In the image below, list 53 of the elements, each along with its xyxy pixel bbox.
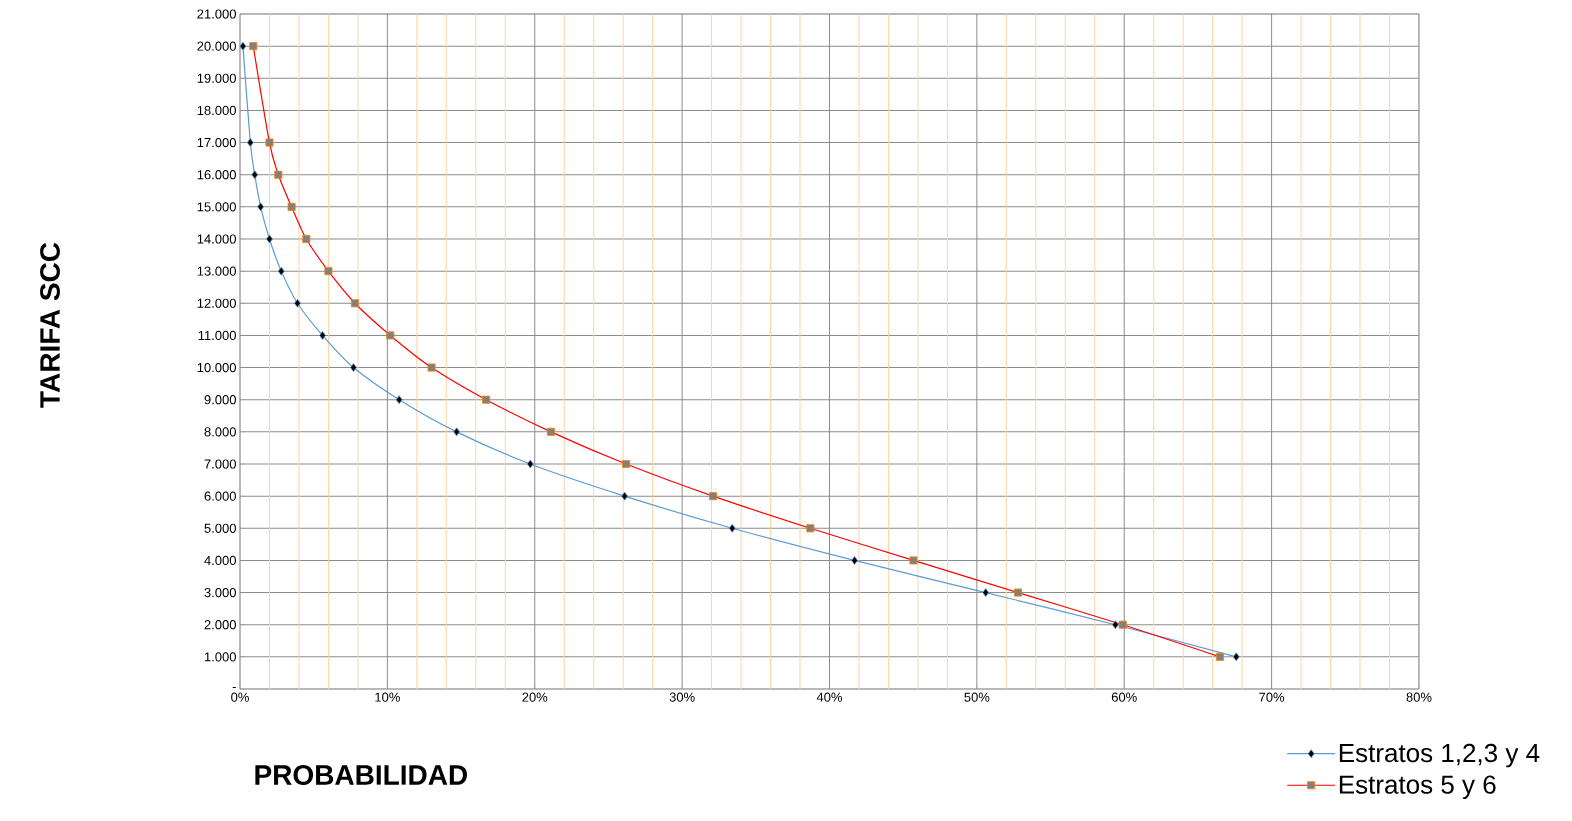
y-tick-label: 9.000: [204, 395, 236, 405]
y-tick-label: 17.000: [197, 137, 236, 148]
point: [239, 41, 247, 51]
y-tick-label: 1.000: [204, 652, 236, 662]
point: [277, 266, 285, 276]
point: [526, 459, 534, 469]
legend-label: Estratos 1,2,3 y 4: [1339, 743, 1540, 768]
point: [1232, 652, 1240, 662]
y-tick-label: 10.000: [197, 362, 236, 373]
x-tick-label: 10%: [375, 692, 400, 702]
y-tick-label: 18.000: [197, 105, 236, 116]
y-tick-label: 19.000: [197, 73, 236, 83]
y-tick-label: 16.000: [197, 170, 236, 180]
point: [319, 331, 326, 340]
point: [621, 491, 629, 501]
x-tick-label: 80%: [1406, 692, 1432, 702]
x-tick-label: 70%: [1259, 692, 1285, 702]
legend-label: Estratos 5 y 6: [1339, 775, 1496, 799]
point: [453, 427, 461, 437]
x-tick-label: 40%: [816, 692, 843, 702]
y-tick-label: 21.000: [197, 9, 236, 19]
y-tick-label: 4.000: [204, 555, 236, 566]
point: [982, 588, 990, 597]
y-tick-label: 12.000: [197, 298, 236, 308]
x-tick-label: 60%: [1111, 692, 1137, 702]
y-tick-label: -: [232, 687, 236, 689]
point: [395, 395, 403, 405]
point: [257, 202, 265, 212]
point: [1111, 620, 1119, 630]
y-tick-label: 14.000: [197, 234, 236, 244]
y-tick-label: 5.000: [204, 523, 236, 533]
point: [251, 170, 259, 180]
y-tick-label: 8.000: [204, 427, 236, 437]
point: [246, 138, 254, 147]
point: [851, 556, 858, 565]
point: [294, 298, 301, 308]
y-tick-label: 7.000: [204, 459, 236, 469]
point: [266, 234, 273, 244]
x-tick-label: 30%: [669, 692, 695, 702]
y-tick-label: 2.000: [204, 620, 236, 630]
y-tick-label: 20.000: [197, 41, 236, 51]
y-tick-label: 11.000: [198, 330, 236, 341]
x-tick-label: 50%: [964, 692, 990, 702]
x-tick-label: 20%: [522, 692, 548, 702]
point: [728, 523, 736, 533]
y-tick-label: 13.000: [197, 266, 236, 276]
y-tick-label: 6.000: [204, 491, 236, 501]
y-tick-label: 15.000: [197, 202, 236, 212]
x-axis-title: PROBABILIDAD: [255, 765, 468, 785]
y-axis-title: TARIFA SCC: [40, 242, 60, 408]
y-tick-label: 3.000: [204, 587, 236, 598]
point: [350, 363, 357, 372]
x-tick-label: 0%: [231, 692, 249, 702]
